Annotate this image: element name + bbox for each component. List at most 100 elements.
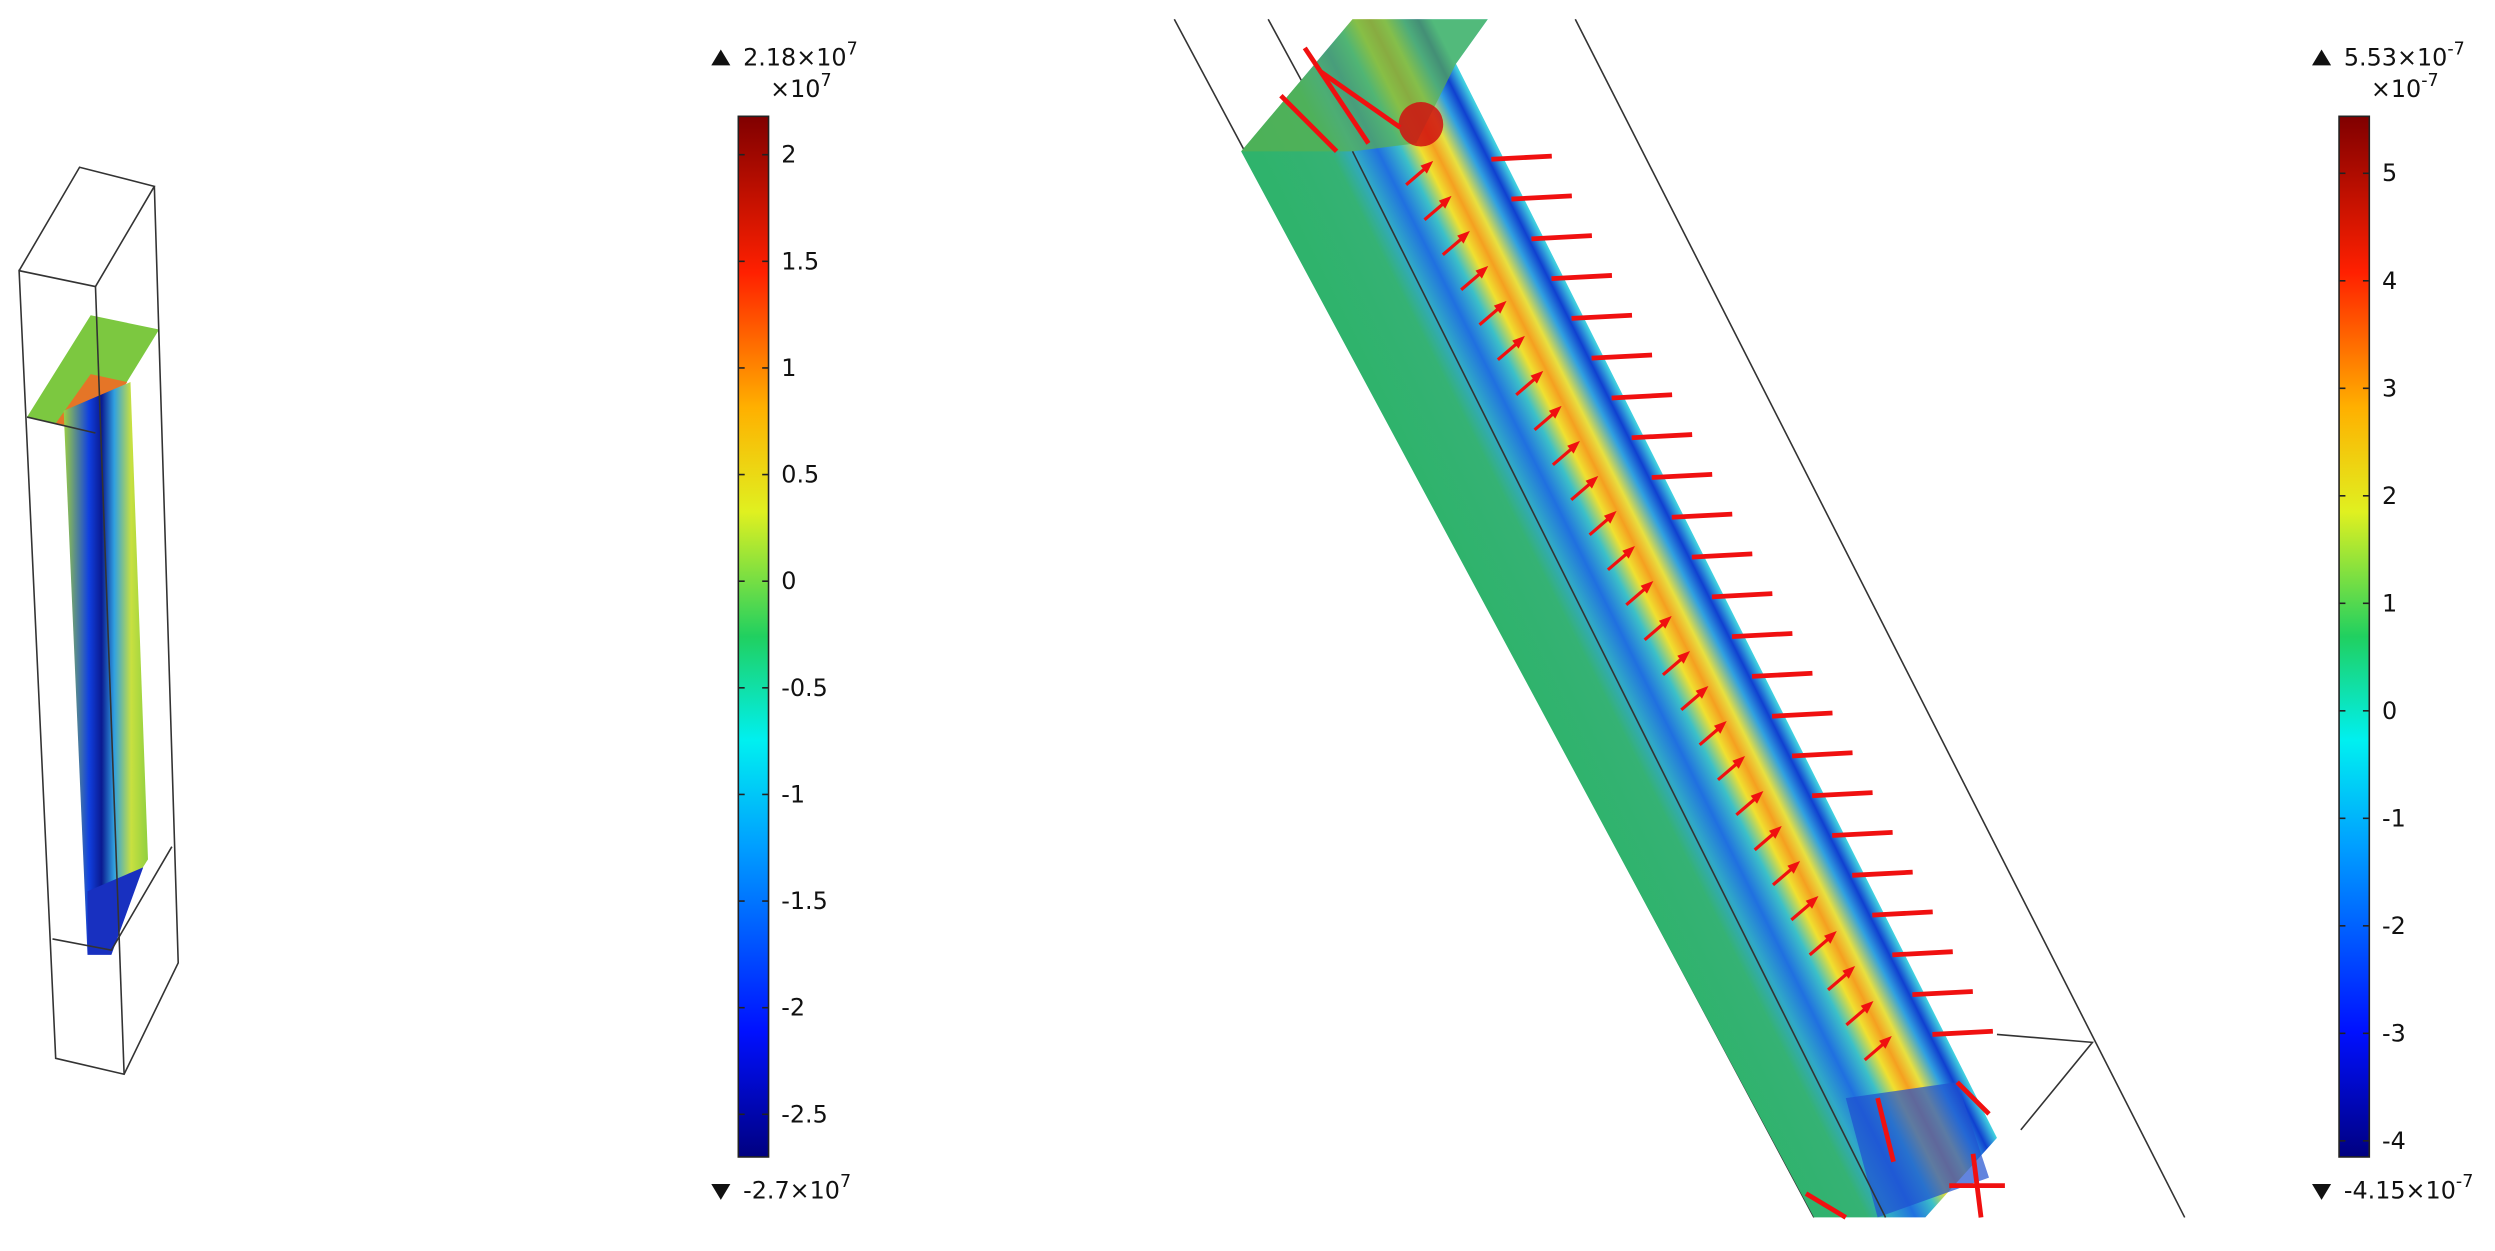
arrow-head bbox=[1769, 825, 1782, 839]
arrow bbox=[1302, 46, 1371, 145]
label: 5.53×10 bbox=[2344, 43, 2447, 71]
exponent: 7 bbox=[820, 71, 831, 91]
arrow bbox=[1872, 909, 1933, 918]
arrow bbox=[1671, 511, 1733, 520]
arrow bbox=[1804, 1191, 1848, 1220]
arrow bbox=[1591, 352, 1653, 361]
max-marker bbox=[711, 49, 731, 66]
arrow bbox=[1731, 631, 1793, 640]
exponent: -7 bbox=[2421, 71, 2438, 91]
arrow-head bbox=[1842, 966, 1856, 979]
exponent: 7 bbox=[847, 39, 858, 59]
arrow bbox=[1571, 312, 1633, 321]
tick-label: -1 bbox=[781, 780, 805, 808]
arrow bbox=[1912, 989, 1973, 998]
arrows bbox=[1279, 46, 2005, 1220]
label: 2.18×10 bbox=[743, 43, 846, 71]
arrow bbox=[1491, 153, 1552, 162]
scale-label: -4.15×10-7 bbox=[2344, 1172, 2474, 1204]
tick-label: 0 bbox=[781, 567, 796, 595]
arrow-head bbox=[1603, 510, 1617, 524]
arrow-head bbox=[1732, 755, 1746, 769]
arrow-head bbox=[1548, 405, 1562, 419]
tick-label: -2 bbox=[781, 994, 805, 1022]
arrow bbox=[1751, 670, 1813, 679]
left-model bbox=[18, 166, 180, 1076]
arrow bbox=[1551, 273, 1613, 282]
arrow bbox=[1711, 591, 1773, 600]
arrow bbox=[1852, 869, 1913, 878]
tick-label: 1.5 bbox=[781, 247, 819, 275]
label: -2.7×10 bbox=[743, 1176, 840, 1204]
tick-label: -4 bbox=[2382, 1127, 2406, 1155]
arrow-head bbox=[1640, 580, 1654, 594]
exponent: -7 bbox=[2456, 1172, 2473, 1192]
scale-label: 2.18×107 bbox=[743, 39, 858, 71]
arrow bbox=[1932, 1028, 1994, 1037]
arrow-head bbox=[1457, 230, 1470, 244]
scale-label: ×107 bbox=[770, 71, 831, 103]
arrow-head bbox=[1658, 615, 1672, 629]
arrow-head bbox=[1622, 545, 1636, 559]
arrow bbox=[1631, 432, 1693, 441]
arrow bbox=[1279, 93, 1339, 154]
arrow-head bbox=[1879, 1036, 1892, 1049]
arrow bbox=[1611, 392, 1673, 401]
min-marker bbox=[711, 1184, 731, 1200]
arrow bbox=[1875, 1097, 1896, 1163]
right-model bbox=[1173, 18, 2186, 1220]
tick-label: 2 bbox=[2382, 482, 2397, 510]
label: -4.15×10 bbox=[2344, 1176, 2456, 1204]
max-marker bbox=[2312, 49, 2332, 66]
arrow-head bbox=[1787, 860, 1801, 874]
arrow-head bbox=[1512, 335, 1525, 349]
label: ×10 bbox=[2371, 75, 2421, 103]
tick-label: 5 bbox=[2382, 159, 2397, 187]
arrow-head bbox=[1805, 896, 1819, 909]
exponent: 7 bbox=[840, 1172, 851, 1192]
tick-label: 3 bbox=[2382, 374, 2397, 402]
min-marker bbox=[2312, 1184, 2332, 1200]
scale-label: -2.7×107 bbox=[743, 1172, 851, 1204]
arrow-head bbox=[1567, 440, 1580, 454]
beam bbox=[1241, 19, 1997, 1218]
tick-label: 1 bbox=[781, 354, 796, 382]
arrow-head bbox=[1530, 370, 1544, 384]
exponent: -7 bbox=[2447, 39, 2464, 59]
web-bottom bbox=[87, 867, 144, 955]
tick-label: -3 bbox=[2382, 1019, 2406, 1047]
arrow-head bbox=[1750, 790, 1764, 804]
arrow bbox=[1791, 750, 1853, 759]
arrow-head bbox=[1713, 720, 1727, 734]
arrow bbox=[1771, 710, 1833, 719]
arrow bbox=[1531, 233, 1593, 242]
web bbox=[63, 382, 148, 955]
hotspot bbox=[1398, 101, 1444, 147]
tick-label: 1 bbox=[2382, 589, 2397, 617]
arrow-head bbox=[1860, 1001, 1874, 1014]
flange bbox=[27, 315, 160, 433]
colorbar bbox=[737, 115, 770, 1158]
arrow-head bbox=[1824, 931, 1837, 944]
arrow-head bbox=[1420, 160, 1434, 174]
arrow bbox=[1832, 829, 1893, 838]
colorbars: 2.18×107×107-2.7×10721.510.50-0.5-1-1.5-… bbox=[711, 39, 2473, 1204]
arrow-head bbox=[1475, 265, 1489, 279]
arrow bbox=[1955, 1080, 1991, 1116]
tick-label: -2 bbox=[2382, 912, 2406, 940]
tick-label: 2 bbox=[781, 141, 796, 169]
arrow bbox=[1811, 790, 1873, 799]
arrow-head bbox=[1695, 685, 1709, 699]
tick-label: -1.5 bbox=[781, 887, 828, 915]
arrow bbox=[1319, 69, 1402, 130]
tick-label: 0 bbox=[2382, 697, 2397, 725]
arrow-head bbox=[1677, 650, 1691, 664]
tick-label: 0.5 bbox=[781, 461, 819, 489]
tick-label: -2.5 bbox=[781, 1100, 828, 1128]
scale-label: ×10-7 bbox=[2371, 71, 2439, 103]
tick-label: -0.5 bbox=[781, 674, 828, 702]
arrow-head bbox=[1493, 300, 1507, 314]
arrow bbox=[1691, 551, 1753, 560]
